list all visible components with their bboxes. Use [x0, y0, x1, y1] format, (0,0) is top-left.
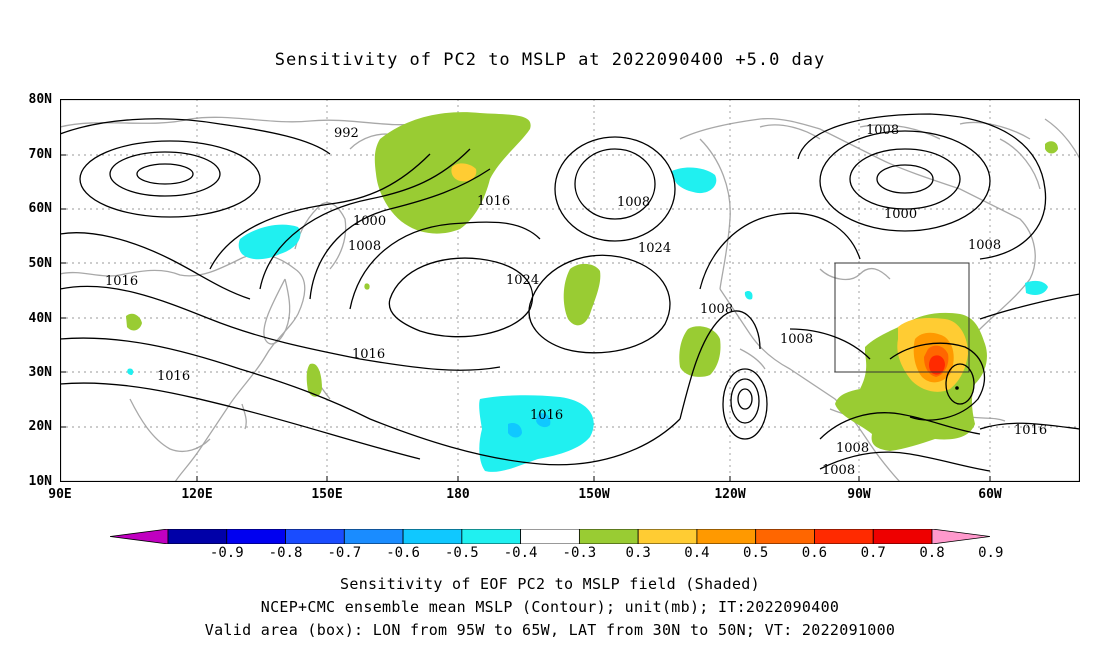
lat-label: 80N	[28, 92, 52, 107]
contour-label: 1000	[353, 214, 386, 229]
footer-line-2: NCEP+CMC ensemble mean MSLP (Contour); u…	[260, 598, 840, 616]
contour-label: 1008	[348, 239, 381, 254]
contour-label: 1008	[968, 238, 1001, 253]
lon-label: 90E	[48, 487, 72, 502]
colorbar-tick-label: 0.6	[801, 545, 828, 561]
colorbar-box	[814, 529, 874, 544]
lat-label: 10N	[28, 474, 52, 489]
contour-label: 1016	[105, 274, 138, 289]
colorbar-tick-label: 0.3	[625, 545, 651, 561]
colorbar-tick-label: 0.4	[684, 545, 710, 561]
colorbar-tick-label: -0.9	[209, 545, 244, 561]
colorbar-tick-label: -0.4	[503, 545, 538, 561]
mslp-contours	[60, 113, 1080, 472]
colorbar-box	[696, 529, 757, 544]
lat-label: 20N	[28, 419, 52, 434]
contour-label: 1008	[822, 463, 855, 478]
lat-label: 70N	[28, 147, 52, 162]
colorbar-tick-label: 0.7	[860, 545, 886, 561]
colorbar-tick-label: -0.5	[444, 545, 479, 561]
colorbar-tick-label: -0.6	[386, 545, 420, 561]
colorbar-box	[637, 529, 698, 544]
contour-label: 1008	[836, 441, 869, 456]
contour-label: 1016	[477, 194, 510, 209]
colorbar-box	[167, 529, 228, 544]
lat-label: 30N	[28, 365, 52, 380]
colorbar-tick-label: -0.3	[562, 545, 597, 561]
lat-label: 40N	[28, 311, 52, 326]
colorbar-box	[402, 529, 463, 544]
contour-label: 1016	[157, 369, 190, 384]
colorbar-box	[285, 529, 345, 544]
colorbar-box	[755, 529, 815, 544]
contour-label: 992	[334, 126, 359, 141]
contour-label: 1008	[780, 332, 813, 347]
contour-label: 1008	[866, 123, 899, 138]
lon-label: 150E	[311, 487, 343, 502]
map-title: Sensitivity of PC2 to MSLP at 2022090400…	[274, 50, 826, 70]
valid-area-box	[834, 262, 970, 373]
colorbar-cap-high	[931, 529, 990, 544]
lon-label: 150W	[578, 487, 610, 502]
colorbar-box	[461, 529, 522, 544]
colorbar	[110, 529, 990, 544]
lon-label: 120W	[714, 487, 746, 502]
colorbar-box	[872, 529, 933, 544]
colorbar-cap-low	[110, 529, 169, 544]
footer-line-3: Valid area (box): LON from 95W to 65W, L…	[204, 621, 896, 639]
coastlines	[60, 116, 1080, 482]
contour-label: 1016	[352, 347, 385, 362]
lon-label: 120E	[181, 487, 213, 502]
colorbar-tick-label: -0.8	[268, 545, 303, 561]
contour-label: 1024	[638, 241, 671, 256]
colorbar-tick-label: 0.8	[919, 545, 945, 561]
contour-label: 1016	[530, 408, 563, 423]
contour-label: 1024	[506, 273, 539, 288]
footer-line-1: Sensitivity of EOF PC2 to MSLP field (Sh…	[340, 575, 760, 593]
lat-label: 60N	[28, 201, 52, 216]
lon-label: 90W	[847, 487, 871, 502]
lat-label: 50N	[28, 256, 52, 271]
contour-label: 1008	[617, 195, 650, 210]
contour-label: 1008	[700, 302, 733, 317]
colorbar-box	[578, 529, 639, 544]
colorbar-tick-label: 0.9	[978, 545, 1004, 561]
contour-labels: 992 1000 1008 1016 1016 1016 1016 1024 1…	[105, 123, 1047, 478]
colorbar-box	[343, 529, 404, 544]
colorbar-tick-label: 0.5	[743, 545, 769, 561]
contour-label: 1000	[884, 207, 917, 222]
mslp-sensitivity-map: 992 1000 1008 1016 1016 1016 1016 1024 1…	[60, 99, 1080, 482]
lon-label: 180	[446, 487, 470, 502]
colorbar-box	[226, 529, 286, 544]
colorbar-box	[520, 529, 580, 544]
lon-label: 60W	[978, 487, 1002, 502]
colorbar-tick-label: -0.7	[327, 545, 362, 561]
contour-label: 1016	[1014, 423, 1047, 438]
